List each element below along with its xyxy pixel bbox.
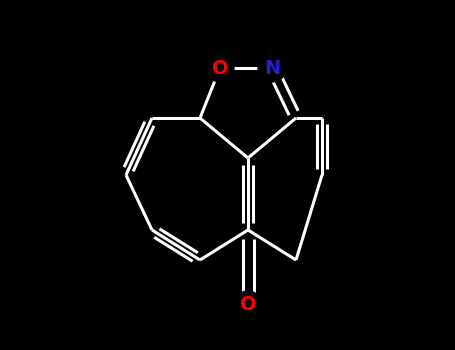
Circle shape: [258, 54, 286, 82]
Text: O: O: [212, 58, 228, 77]
Circle shape: [206, 54, 234, 82]
Circle shape: [234, 291, 262, 319]
Text: N: N: [264, 58, 280, 77]
Text: O: O: [240, 295, 256, 315]
